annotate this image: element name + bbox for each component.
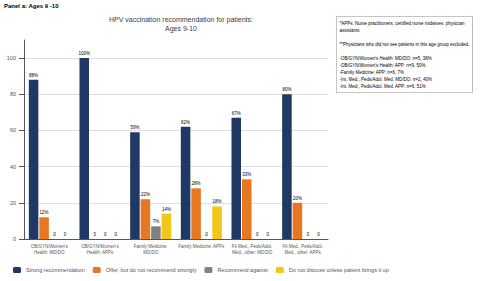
svg-text:Panel a: Ages 9 -10: Panel a: Ages 9 -10: [4, 3, 59, 9]
svg-text:-OB/GYN/Women's Health: MD/DO:: -OB/GYN/Women's Health: MD/DO: n=5, 38%: [340, 56, 432, 61]
svg-text:0: 0: [114, 232, 117, 237]
svg-text:-Int. Med., Peds/Adol. Med. AP: -Int. Med., Peds/Adol. Med. APP: n=6, 51…: [340, 84, 426, 89]
svg-text:-Int. Med., Peds/Adol. Med. MD: -Int. Med., Peds/Adol. Med. MD/DO: n=2, …: [340, 77, 432, 82]
svg-text:88%: 88%: [29, 73, 38, 78]
svg-text:0: 0: [64, 232, 67, 237]
svg-text:7%: 7%: [153, 219, 160, 224]
svg-text:100: 100: [7, 55, 16, 61]
svg-text:Recommend against: Recommend against: [217, 267, 268, 273]
svg-text:assistants: assistants: [340, 28, 361, 33]
svg-text:Med., other: APPs: Med., other: APPs: [285, 250, 322, 255]
svg-text:Health: MD/DO: Health: MD/DO: [34, 250, 65, 255]
svg-text:Ages 9-10: Ages 9-10: [165, 25, 197, 33]
svg-text:OB/GYN/Women's: OB/GYN/Women's: [31, 244, 69, 249]
svg-text:Fit Med., Peds/Adol.: Fit Med., Peds/Adol.: [232, 244, 273, 249]
svg-text:67%: 67%: [232, 111, 241, 116]
svg-text:Family Medicine: APPs: Family Medicine: APPs: [178, 244, 225, 249]
svg-text:MD/DO: MD/DO: [143, 250, 158, 255]
svg-text:59%: 59%: [130, 125, 139, 130]
svg-text:0: 0: [266, 232, 269, 237]
svg-text:20: 20: [10, 200, 16, 206]
svg-text:Family Medicine:: Family Medicine:: [134, 244, 168, 249]
svg-text:20%: 20%: [293, 196, 302, 201]
svg-text:18%: 18%: [213, 199, 222, 204]
svg-text:0: 0: [307, 232, 310, 237]
svg-text:HPV vaccination recommendation: HPV vaccination recommendation for patie…: [109, 16, 253, 24]
svg-text:0: 0: [104, 232, 107, 237]
svg-text:80: 80: [10, 91, 16, 97]
svg-text:14%: 14%: [162, 207, 171, 212]
svg-text:80%: 80%: [282, 87, 291, 92]
svg-text:Strong recommendation: Strong recommendation: [26, 267, 85, 273]
svg-text:100%: 100%: [78, 51, 90, 56]
svg-text:**Physicians who did not see p: **Physicians who did not see patients in…: [340, 42, 470, 47]
svg-text:0: 0: [317, 232, 320, 237]
svg-text:Do not discuss unless patient: Do not discuss unless patient brings it …: [289, 267, 389, 273]
svg-text:22%: 22%: [141, 192, 150, 197]
svg-text:Health: APPs: Health: APPs: [87, 250, 114, 255]
svg-text:40: 40: [10, 164, 16, 170]
svg-text:0: 0: [53, 232, 56, 237]
svg-text:0: 0: [93, 232, 96, 237]
svg-text:0: 0: [13, 236, 16, 242]
svg-text:Fit Med., Peds/Adol.: Fit Med., Peds/Adol.: [282, 244, 323, 249]
svg-text:60: 60: [10, 127, 16, 133]
svg-text:0: 0: [205, 232, 208, 237]
svg-text:Offer, but do not recommend st: Offer, but do not recommend strongly: [106, 267, 197, 273]
svg-text:0: 0: [256, 232, 259, 237]
svg-text:*APPs: Nurse practitioners, ce: *APPs: Nurse practitioners, certified nu…: [340, 21, 466, 26]
svg-text:-OB/GYN/Women's Health: APP: n: -OB/GYN/Women's Health: APP: n=9, 50%: [340, 63, 426, 68]
svg-text:62%: 62%: [181, 120, 190, 125]
svg-text:28%: 28%: [192, 181, 201, 186]
svg-text:12%: 12%: [40, 210, 49, 215]
svg-text:Med., other: MD/DO: Med., other: MD/DO: [232, 250, 273, 255]
svg-text:OB/GYN/Women's: OB/GYN/Women's: [81, 244, 119, 249]
svg-text:-Family Medicine: APP: n=6, 7%: -Family Medicine: APP: n=6, 7%: [340, 70, 404, 75]
svg-text:33%: 33%: [242, 172, 251, 177]
